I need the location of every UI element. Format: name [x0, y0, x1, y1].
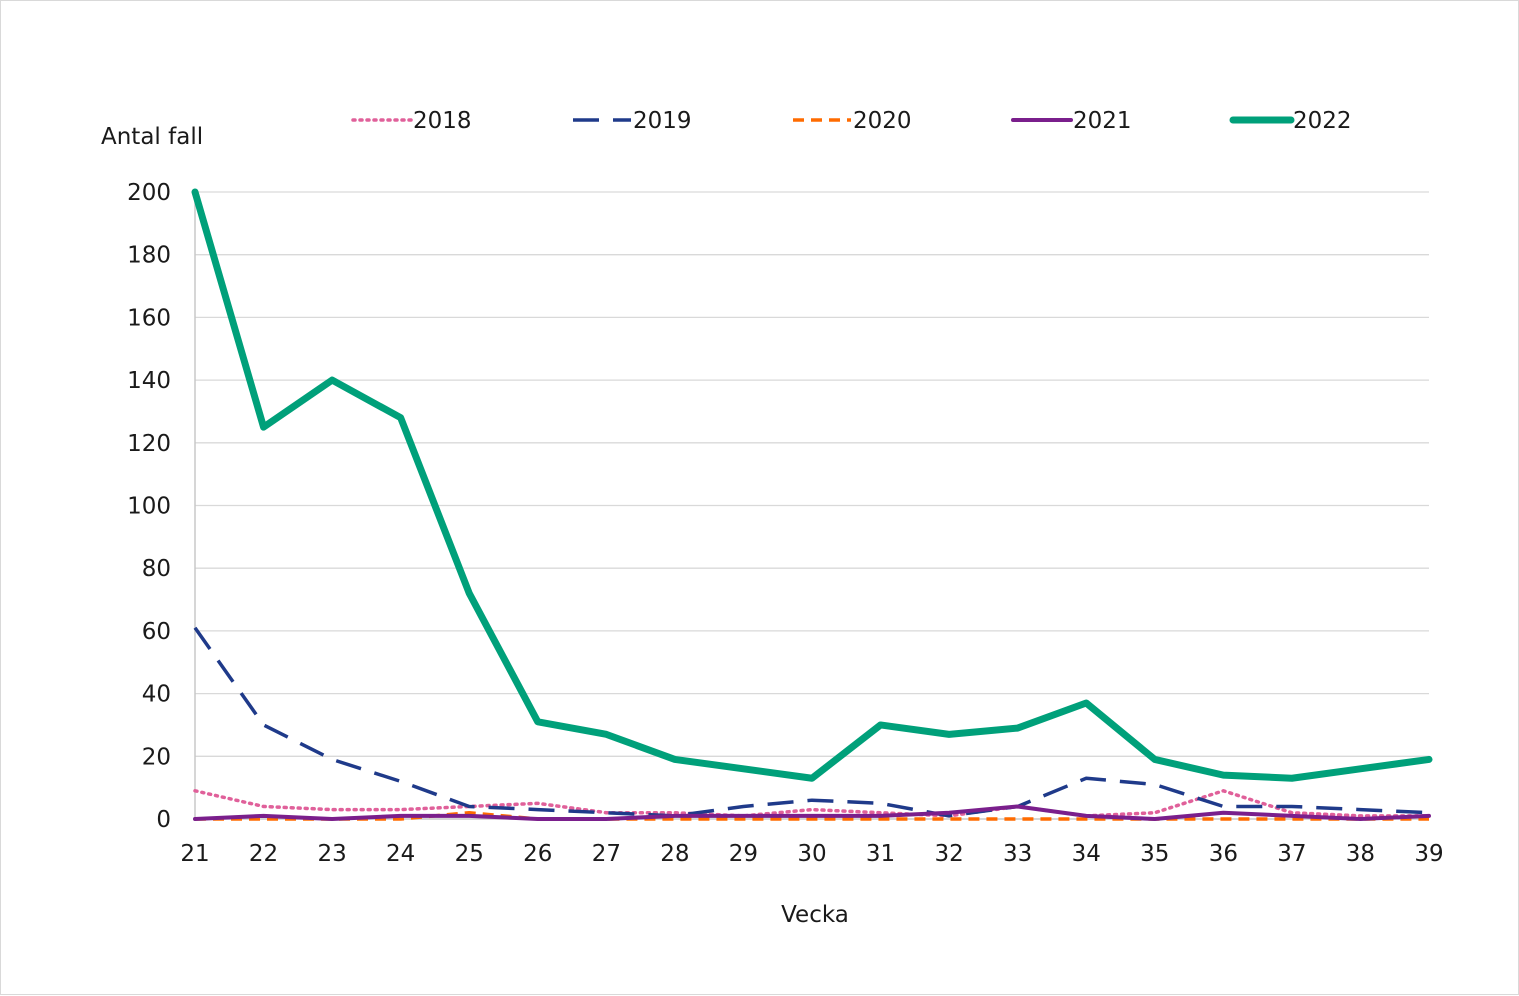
x-tick-label: 28 [660, 841, 689, 867]
y-tick-label: 200 [127, 180, 171, 206]
x-tick-label: 39 [1414, 841, 1443, 867]
x-tick-label: 31 [866, 841, 895, 867]
y-tick-label: 0 [156, 807, 171, 833]
x-tick-label: 38 [1346, 841, 1375, 867]
legend-label-2019: 2019 [633, 108, 692, 134]
legend-label-2021: 2021 [1073, 108, 1132, 134]
series-line-2018 [193, 789, 1431, 818]
x-tick-label: 36 [1209, 841, 1238, 867]
x-tick-label: 26 [523, 841, 552, 867]
legend-label-2018: 2018 [413, 108, 472, 134]
x-tick-label: 34 [1072, 841, 1101, 867]
y-tick-label: 100 [127, 494, 171, 520]
x-tick-label: 21 [180, 841, 209, 867]
y-tick-label: 120 [127, 431, 171, 457]
x-axis-title: Vecka [781, 902, 849, 928]
x-tick-label: 35 [1140, 841, 1169, 867]
x-tick-label: 29 [729, 841, 758, 867]
x-tick-label: 30 [797, 841, 826, 867]
y-tick-label: 180 [127, 243, 171, 269]
series-line-2020 [195, 810, 1429, 821]
y-axis-ticks: 0 20 40 60 80 100 120 140 160 180 200 [127, 180, 171, 833]
x-tick-label: 37 [1277, 841, 1306, 867]
x-tick-label: 25 [455, 841, 484, 867]
x-tick-label: 23 [317, 841, 346, 867]
y-tick-label: 80 [142, 556, 171, 582]
y-axis-title: Antal fall [101, 124, 203, 150]
x-tick-label: 33 [1003, 841, 1032, 867]
y-tick-label: 160 [127, 305, 171, 331]
legend-label-2022: 2022 [1293, 108, 1352, 134]
legend: 2018 2019 2020 2021 2022 [351, 108, 1352, 134]
y-tick-label: 20 [142, 744, 171, 770]
x-tick-label: 27 [592, 841, 621, 867]
y-tick-label: 40 [142, 682, 171, 708]
series-line-2019 [193, 626, 1430, 818]
series-line-2021 [193, 804, 1431, 821]
x-axis-ticks: 21 22 23 24 25 26 27 28 29 30 31 32 33 34 35 36 37 38 39 [180, 841, 1443, 867]
x-tick-label: 22 [249, 841, 278, 867]
gridlines [195, 191, 1429, 757]
y-tick-label: 140 [127, 368, 171, 394]
series-line-2022 [191, 188, 1433, 782]
legend-label-2020: 2020 [853, 108, 912, 134]
x-tick-label: 24 [386, 841, 415, 867]
x-tick-label: 32 [934, 841, 963, 867]
y-tick-label: 60 [142, 619, 171, 645]
series-lines [191, 188, 1433, 821]
